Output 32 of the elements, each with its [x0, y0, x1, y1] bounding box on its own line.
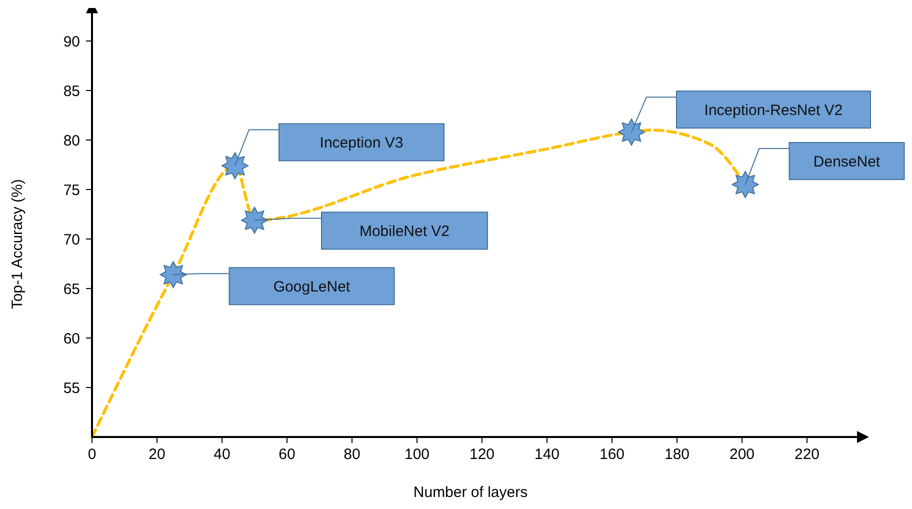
x-tick-label: 0: [88, 446, 96, 463]
annotation: GoogLeNet: [273, 278, 351, 296]
x-tick-label: 160: [599, 446, 625, 463]
point: [732, 171, 759, 198]
x-axis-title: Number of layers: [413, 484, 528, 501]
x-tick-label: 200: [729, 446, 755, 463]
y-tick-label: 85: [63, 82, 80, 100]
x-tick-label: 140: [534, 446, 560, 463]
x-tick-label: 60: [278, 446, 296, 463]
x-tick-label: 220: [794, 446, 820, 463]
x-tick-label: 40: [214, 446, 230, 463]
y-axis-title: Top-1 Accuracy (%): [9, 179, 26, 310]
annotation: DenseNet: [813, 153, 881, 170]
point: [160, 261, 187, 288]
point: [618, 118, 645, 146]
x-tick-label: 20: [148, 446, 166, 463]
point: [222, 152, 248, 180]
annotation: MobileNet V2: [359, 222, 450, 240]
x-tick-label: 80: [344, 446, 360, 463]
y-tick-label: 80: [63, 132, 80, 150]
y-tick-label: 65: [63, 280, 80, 298]
y-tick-label: 75: [63, 182, 80, 199]
point: [241, 206, 268, 234]
y-tick-label: 60: [63, 330, 80, 348]
x-tick-label: 120: [469, 446, 495, 463]
x-tick-label: 100: [404, 446, 430, 463]
x-tick-label: 180: [664, 446, 690, 463]
annotation: Inception V3: [320, 134, 404, 152]
y-tick-label: 70: [63, 231, 80, 248]
annotation: Inception-ResNet V2: [704, 102, 843, 119]
y-tick-label: 90: [63, 33, 80, 50]
y-tick-label: 55: [63, 380, 80, 397]
